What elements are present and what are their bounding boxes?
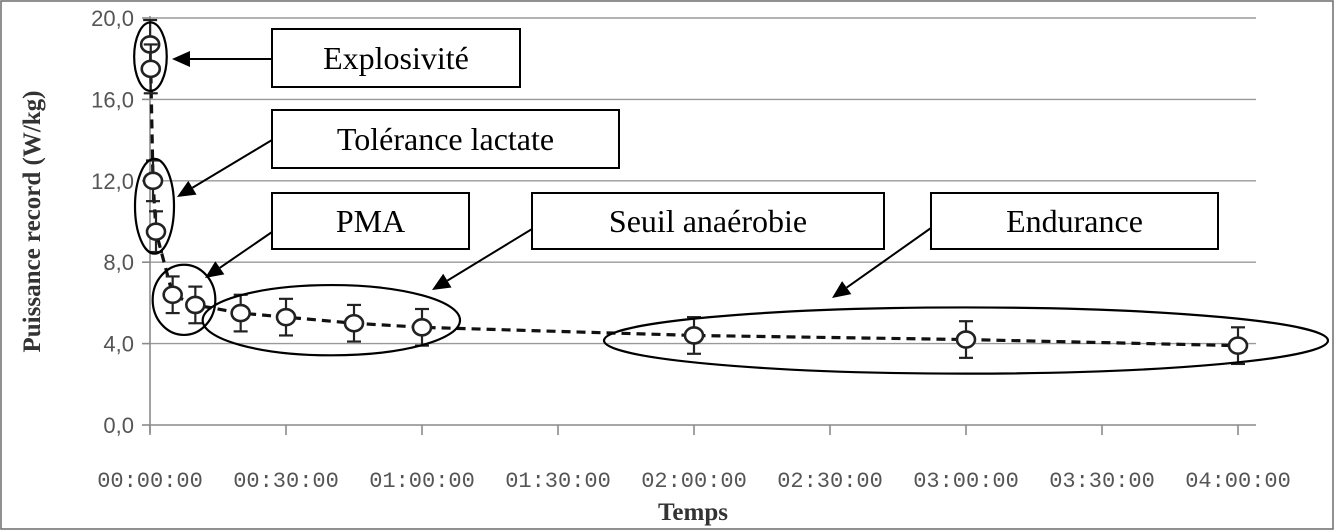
- data-point: [275, 307, 297, 327]
- x-tick-label: 03:30:00: [1049, 469, 1155, 494]
- group-ellipse: [151, 263, 217, 337]
- arrow-head: [205, 261, 225, 278]
- group-ellipse: [201, 283, 462, 357]
- data-point: [230, 303, 251, 323]
- data-point: [162, 285, 183, 305]
- x-tick-label: 04:00:00: [1185, 469, 1291, 494]
- arrow-line: [446, 228, 533, 282]
- annotations: Explosivité Tolérance lactate PMA Seuil ana…: [133, 21, 1330, 375]
- arrow-line: [846, 227, 932, 289]
- x-tick-labels: 00:00:00 00:30:00 01:00:00 01:30:00 02:00:00…: [97, 469, 1291, 494]
- data-point: [343, 313, 365, 333]
- data-point: [1227, 336, 1249, 355]
- group-ellipse: [602, 306, 1330, 375]
- series-power-record: [139, 18, 1249, 366]
- data-point: [140, 59, 162, 79]
- x-tick-label: 01:00:00: [369, 469, 475, 494]
- x-tick-label: 02:30:00: [777, 469, 883, 494]
- y-tick-label: 0,0: [103, 413, 134, 438]
- data-point: [411, 318, 433, 337]
- annotation-label: Explosivité: [323, 40, 469, 76]
- x-tick-label: 02:00:00: [641, 469, 747, 494]
- label-box: [271, 192, 470, 250]
- arrow-head: [832, 281, 852, 298]
- arrow-head: [432, 273, 452, 290]
- y-tick-labels: 0,0 4,0 8,0 12,0 16,0 20,0: [91, 6, 134, 438]
- y-axis-title: Puissance record (W/kg): [19, 90, 46, 352]
- arrow-line: [219, 231, 273, 269]
- arrow-line: [191, 139, 273, 189]
- label-box: [531, 192, 885, 250]
- group-ellipse: [133, 21, 168, 92]
- annotation-label: Seuil anaérobie: [609, 203, 807, 239]
- arrow-head: [172, 51, 190, 67]
- annotation-label: PMA: [336, 203, 405, 239]
- label-box: [271, 109, 620, 169]
- y-tick-label: 4,0: [103, 332, 134, 357]
- group-ellipse: [133, 157, 176, 255]
- label-box: [930, 192, 1219, 250]
- x-tick-label: 03:00:00: [913, 469, 1019, 494]
- arrow-head: [177, 180, 197, 197]
- y-tick-label: 12,0: [91, 169, 134, 194]
- data-point: [145, 222, 167, 241]
- x-tick-label: 00:00:00: [97, 469, 203, 494]
- annotation-label: Tolérance lactate: [337, 121, 554, 157]
- y-tick-label: 16,0: [91, 87, 134, 112]
- gridlines: [150, 17, 1256, 345]
- y-tick-label: 20,0: [91, 6, 134, 31]
- x-tick-label: 01:30:00: [505, 469, 611, 494]
- data-point: [683, 326, 705, 345]
- x-tick-label: 00:30:00: [233, 469, 339, 494]
- data-point: [142, 171, 164, 191]
- annotation-label: Endurance: [1006, 203, 1143, 239]
- y-tick-label: 8,0: [103, 250, 134, 275]
- data-point: [955, 330, 977, 349]
- data-point: [185, 295, 206, 315]
- x-axis-title: Temps: [658, 499, 728, 526]
